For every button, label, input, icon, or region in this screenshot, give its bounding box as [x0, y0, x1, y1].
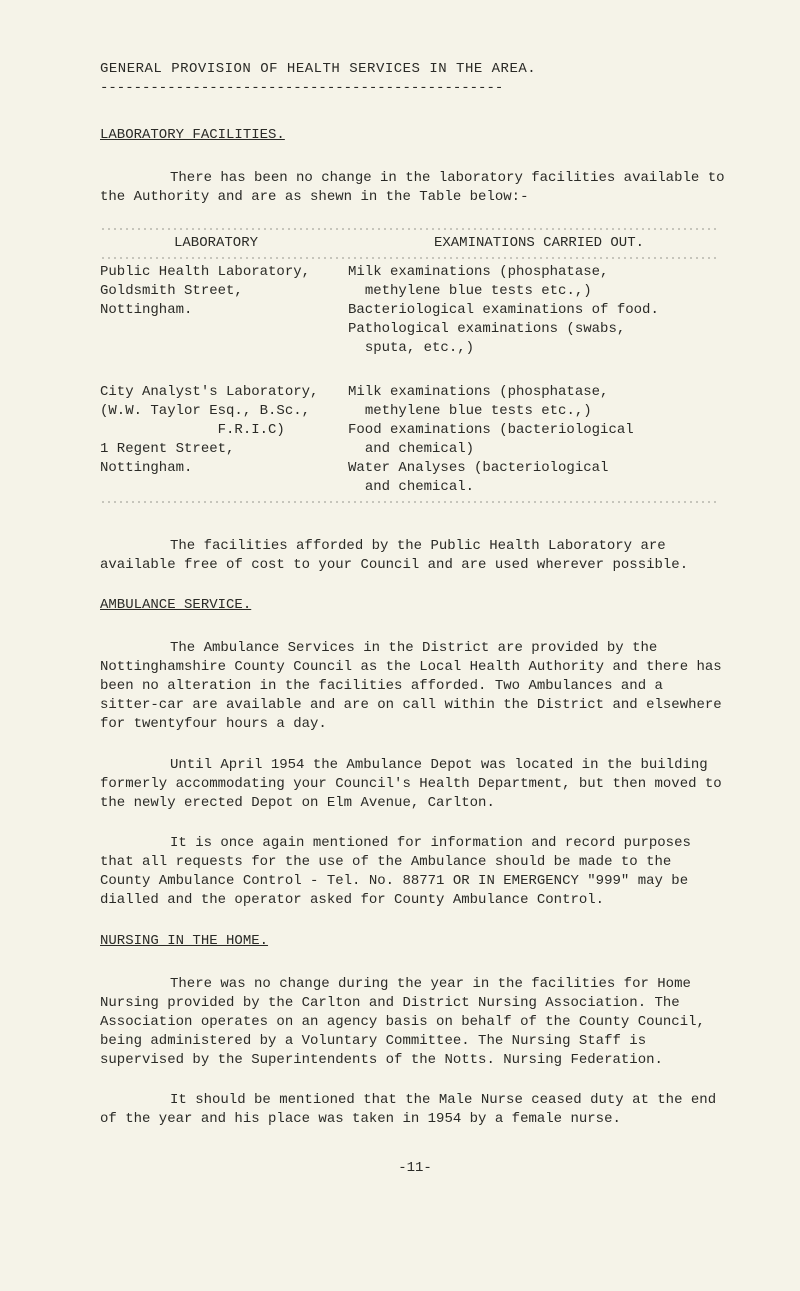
ambulance-para-2: Until April 1954 the Ambulance Depot was… — [100, 756, 730, 813]
table-border-top — [100, 228, 720, 230]
title-block: GENERAL PROVISION OF HEALTH SERVICES IN … — [100, 60, 730, 98]
nursing-para-2: It should be mentioned that the Male Nur… — [100, 1091, 730, 1129]
table-header-left: LABORATORY — [100, 234, 340, 253]
lab-closing-paragraph: The facilities afforded by the Public He… — [100, 537, 730, 575]
table-cell-lab2: City Analyst's Laboratory, (W.W. Taylor … — [100, 383, 340, 477]
document-page: GENERAL PROVISION OF HEALTH SERVICES IN … — [0, 0, 800, 1291]
section-heading-nursing: NURSING IN THE HOME. — [100, 932, 730, 951]
table-header-row: LABORATORY EXAMINATIONS CARRIED OUT. — [100, 234, 730, 253]
table-border-bottom — [100, 501, 720, 503]
table-header-right: EXAMINATIONS CARRIED OUT. — [340, 234, 730, 253]
section-heading-lab: LABORATORY FACILITIES. — [100, 126, 730, 145]
page-number: -11- — [100, 1159, 730, 1178]
table-cell-exam1: Milk examinations (phosphatase, methylen… — [340, 263, 730, 357]
page-title: GENERAL PROVISION OF HEALTH SERVICES IN … — [100, 60, 730, 79]
section-heading-ambulance: AMBULANCE SERVICE. — [100, 596, 730, 615]
table-cell-lab1: Public Health Laboratory, Goldsmith Stre… — [100, 263, 340, 320]
ambulance-para-1: The Ambulance Services in the District a… — [100, 639, 730, 733]
table-row: Public Health Laboratory, Goldsmith Stre… — [100, 263, 730, 373]
table-header-separator — [100, 257, 720, 259]
table-row: City Analyst's Laboratory, (W.W. Taylor … — [100, 383, 730, 496]
table-cell-exam2: Milk examinations (phosphatase, methylen… — [340, 383, 730, 496]
title-underline: ----------------------------------------… — [100, 79, 730, 98]
laboratory-table: LABORATORY EXAMINATIONS CARRIED OUT. Pub… — [100, 228, 730, 502]
ambulance-para-3: It is once again mentioned for informati… — [100, 834, 730, 910]
nursing-para-1: There was no change during the year in t… — [100, 975, 730, 1069]
lab-intro-paragraph: There has been no change in the laborato… — [100, 169, 730, 207]
